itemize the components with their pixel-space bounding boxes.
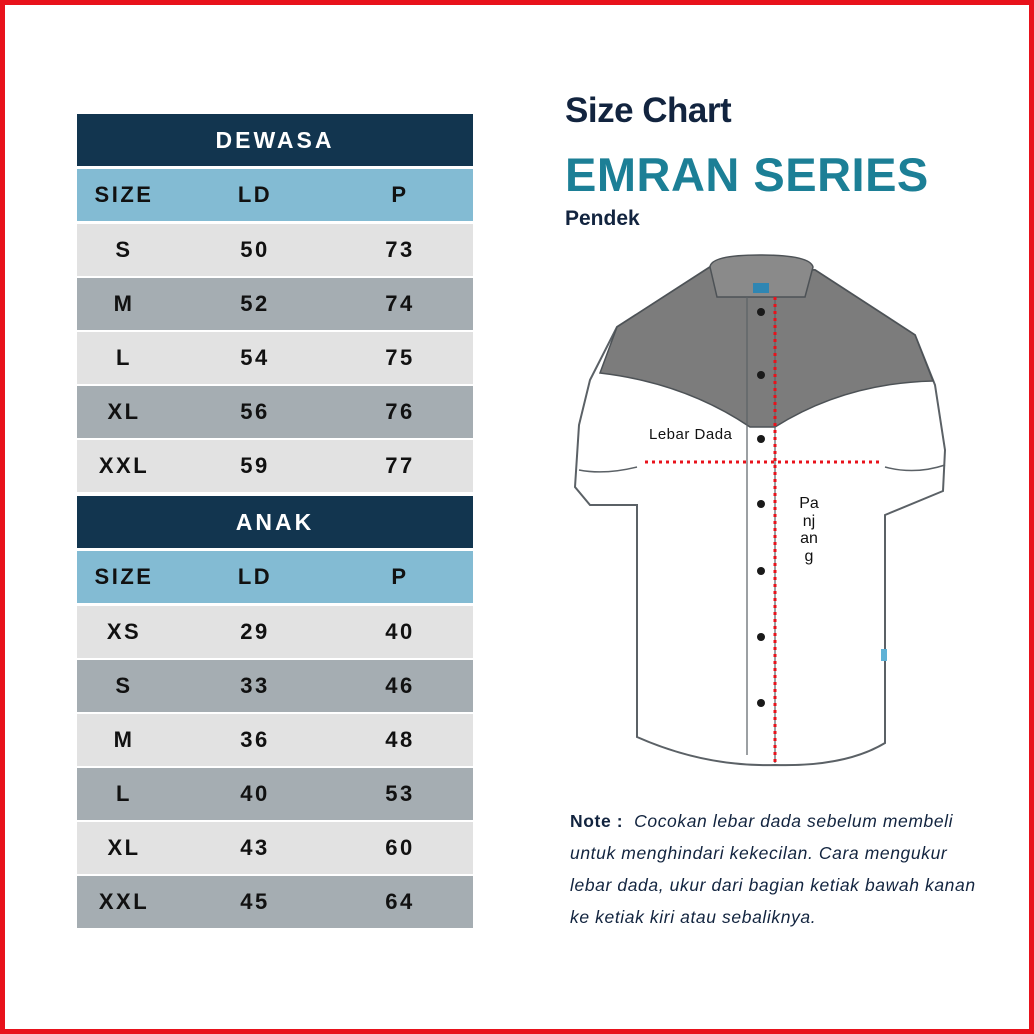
button-icon bbox=[757, 308, 765, 316]
header-p: P bbox=[391, 182, 409, 207]
anak-header-row: SIZE LD P bbox=[77, 551, 473, 603]
button-icon bbox=[757, 699, 765, 707]
cell-ld: 56 bbox=[240, 399, 270, 424]
header-ld: LD bbox=[237, 182, 273, 207]
note-text: Cocokan lebar dada sebelum membeli untuk… bbox=[570, 811, 976, 927]
collar-logo-icon bbox=[753, 283, 769, 293]
cell-size: XL bbox=[107, 399, 141, 424]
cell-ld: 40 bbox=[240, 781, 270, 806]
cell-size: L bbox=[116, 781, 132, 806]
cell-ld: 52 bbox=[240, 291, 270, 316]
button-icon bbox=[757, 500, 765, 508]
table-row: S 50 73 bbox=[77, 224, 473, 276]
cell-ld: 45 bbox=[240, 889, 270, 914]
table-row: XL 43 60 bbox=[77, 822, 473, 874]
table-row: XXL 45 64 bbox=[77, 876, 473, 928]
header-size: SIZE bbox=[94, 564, 154, 589]
table-row: L 54 75 bbox=[77, 332, 473, 384]
cell-ld: 50 bbox=[240, 237, 270, 262]
table-row: XL 56 76 bbox=[77, 386, 473, 438]
anak-title: ANAK bbox=[77, 496, 473, 548]
header-p: P bbox=[391, 564, 409, 589]
table-row: M 36 48 bbox=[77, 714, 473, 766]
note-label: Note : bbox=[570, 811, 624, 831]
cell-size: M bbox=[113, 291, 135, 316]
header-ld: LD bbox=[237, 564, 273, 589]
cell-p: 64 bbox=[385, 889, 415, 914]
table-row: XS 29 40 bbox=[77, 606, 473, 658]
chest-measure-label: Lebar Dada bbox=[649, 426, 733, 443]
cell-size: XXL bbox=[98, 889, 150, 914]
cell-size: S bbox=[115, 673, 133, 698]
button-icon bbox=[757, 435, 765, 443]
cell-size: M bbox=[113, 727, 135, 752]
length-measure-label: Panjang bbox=[799, 495, 819, 565]
table-row: L 40 53 bbox=[77, 768, 473, 820]
cell-p: 48 bbox=[385, 727, 415, 752]
button-icon bbox=[757, 633, 765, 641]
cell-size: S bbox=[115, 237, 133, 262]
cell-ld: 33 bbox=[240, 673, 270, 698]
cell-ld: 43 bbox=[240, 835, 270, 860]
cell-p: 73 bbox=[385, 237, 415, 262]
button-icon bbox=[757, 371, 765, 379]
cell-ld: 54 bbox=[240, 345, 270, 370]
button-icon bbox=[757, 567, 765, 575]
table-row: M 52 74 bbox=[77, 278, 473, 330]
cell-p: 76 bbox=[385, 399, 415, 424]
cell-size: XS bbox=[106, 619, 142, 644]
cell-p: 75 bbox=[385, 345, 415, 370]
dewasa-title: DEWASA bbox=[77, 114, 473, 166]
cell-ld: 59 bbox=[240, 453, 270, 478]
note: Note : Cocokan lebar dada sebelum membel… bbox=[570, 805, 990, 933]
header-size: SIZE bbox=[94, 182, 154, 207]
cell-size: XL bbox=[107, 835, 141, 860]
dewasa-header-row: SIZE LD P bbox=[77, 169, 473, 221]
cell-p: 53 bbox=[385, 781, 415, 806]
page-title: Size Chart bbox=[565, 91, 732, 130]
cell-ld: 36 bbox=[240, 727, 270, 752]
cell-ld: 29 bbox=[240, 619, 270, 644]
cell-size: L bbox=[116, 345, 132, 370]
table-row: S 33 46 bbox=[77, 660, 473, 712]
series-title: EMRAN SERIES bbox=[565, 148, 929, 201]
cell-size: XXL bbox=[98, 453, 150, 478]
cell-p: 40 bbox=[385, 619, 415, 644]
shirt-collar bbox=[709, 254, 814, 298]
cell-p: 46 bbox=[385, 673, 415, 698]
shirt-illustration bbox=[573, 254, 947, 767]
cell-p: 74 bbox=[385, 291, 415, 316]
sleeve-type-label: Pendek bbox=[565, 207, 640, 230]
cell-p: 77 bbox=[385, 453, 415, 478]
cell-p: 60 bbox=[385, 835, 415, 860]
table-row: XXL 59 77 bbox=[77, 440, 473, 492]
